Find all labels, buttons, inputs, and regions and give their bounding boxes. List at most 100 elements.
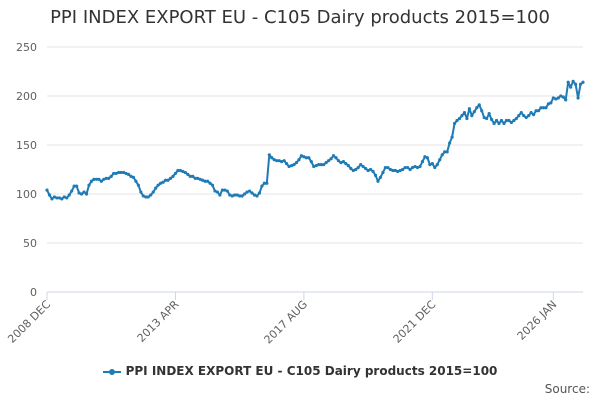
data-point[interactable] — [312, 164, 316, 169]
data-point[interactable] — [193, 176, 197, 180]
data-point[interactable] — [440, 153, 444, 157]
data-point[interactable] — [67, 193, 71, 197]
data-point[interactable] — [324, 161, 328, 165]
data-point[interactable] — [410, 165, 415, 170]
data-point[interactable] — [235, 193, 239, 197]
data-point[interactable] — [159, 181, 163, 185]
data-point[interactable] — [173, 171, 178, 176]
data-point[interactable] — [519, 111, 523, 115]
data-point[interactable] — [509, 120, 513, 125]
data-point[interactable] — [329, 157, 333, 161]
data-point[interactable] — [210, 183, 215, 187]
data-point[interactable] — [544, 106, 548, 110]
data-point[interactable] — [403, 165, 407, 170]
data-point[interactable] — [215, 190, 220, 194]
data-point[interactable] — [423, 155, 427, 159]
data-point[interactable] — [77, 191, 81, 195]
data-point[interactable] — [70, 189, 74, 193]
data-point[interactable] — [272, 158, 276, 162]
data-point[interactable] — [141, 194, 145, 198]
data-point[interactable] — [581, 80, 585, 84]
data-point[interactable] — [401, 167, 405, 172]
data-point[interactable] — [250, 191, 254, 195]
data-point[interactable] — [366, 168, 370, 173]
data-point[interactable] — [196, 176, 200, 180]
data-point[interactable] — [84, 192, 89, 196]
data-point[interactable] — [247, 189, 252, 193]
data-point[interactable] — [262, 181, 266, 185]
data-point[interactable] — [181, 169, 185, 174]
data-point[interactable] — [524, 115, 528, 120]
data-point[interactable] — [146, 195, 150, 199]
data-point[interactable] — [94, 177, 99, 181]
data-point[interactable] — [539, 106, 543, 110]
data-point[interactable] — [191, 174, 195, 178]
data-point[interactable] — [334, 156, 338, 160]
data-point[interactable] — [117, 170, 121, 175]
data-point[interactable] — [136, 183, 140, 187]
data-point[interactable] — [213, 189, 217, 193]
data-point[interactable] — [578, 82, 583, 86]
data-point[interactable] — [89, 179, 94, 183]
data-point[interactable] — [131, 175, 136, 179]
data-point[interactable] — [270, 156, 274, 160]
data-point[interactable] — [228, 193, 232, 197]
data-point[interactable] — [418, 164, 422, 169]
data-point[interactable] — [383, 165, 387, 170]
data-point[interactable] — [79, 192, 84, 196]
data-point[interactable] — [472, 110, 476, 114]
data-point[interactable] — [534, 109, 538, 113]
data-point[interactable] — [480, 109, 484, 113]
data-point[interactable] — [309, 160, 313, 164]
data-point[interactable] — [166, 178, 170, 182]
data-point[interactable] — [566, 80, 570, 84]
data-point[interactable] — [482, 115, 486, 120]
data-point[interactable] — [57, 196, 61, 200]
data-point[interactable] — [504, 118, 509, 123]
data-point[interactable] — [487, 112, 491, 116]
data-point[interactable] — [428, 163, 432, 167]
data-point[interactable] — [183, 170, 187, 175]
data-point[interactable] — [448, 141, 452, 145]
data-point[interactable] — [571, 79, 575, 83]
data-point[interactable] — [168, 176, 173, 180]
data-point[interactable] — [576, 96, 580, 100]
data-point[interactable] — [107, 176, 111, 180]
data-point[interactable] — [462, 111, 467, 115]
data-point[interactable] — [176, 168, 180, 173]
data-point[interactable] — [260, 184, 264, 188]
data-point[interactable] — [257, 191, 262, 195]
data-point[interactable] — [277, 159, 281, 163]
data-point[interactable] — [45, 188, 49, 192]
data-point[interactable] — [564, 98, 568, 102]
data-point[interactable] — [433, 165, 437, 170]
data-point[interactable] — [341, 160, 346, 164]
legend[interactable]: PPI INDEX EXPORT EU - C105 Dairy product… — [0, 364, 600, 378]
data-point[interactable] — [430, 162, 434, 166]
data-point[interactable] — [455, 118, 459, 123]
data-point[interactable] — [361, 164, 365, 169]
data-point[interactable] — [156, 183, 160, 187]
data-point[interactable] — [331, 154, 336, 158]
data-point[interactable] — [243, 192, 247, 196]
data-point[interactable] — [517, 114, 521, 118]
data-point[interactable] — [470, 114, 474, 118]
data-point[interactable] — [398, 168, 402, 173]
data-point[interactable] — [280, 160, 284, 164]
data-point[interactable] — [514, 116, 518, 121]
data-point[interactable] — [255, 194, 259, 198]
data-point[interactable] — [502, 121, 506, 126]
data-point[interactable] — [413, 164, 417, 169]
data-point[interactable] — [546, 102, 551, 106]
data-point[interactable] — [373, 173, 378, 177]
data-point[interactable] — [99, 179, 103, 183]
data-point[interactable] — [445, 150, 449, 154]
data-point[interactable] — [220, 188, 224, 192]
data-point[interactable] — [87, 183, 91, 187]
data-point[interactable] — [294, 161, 299, 165]
data-point[interactable] — [531, 113, 536, 117]
data-point[interactable] — [554, 97, 558, 101]
data-point[interactable] — [339, 161, 343, 165]
data-point[interactable] — [292, 163, 296, 167]
data-point[interactable] — [62, 195, 66, 199]
